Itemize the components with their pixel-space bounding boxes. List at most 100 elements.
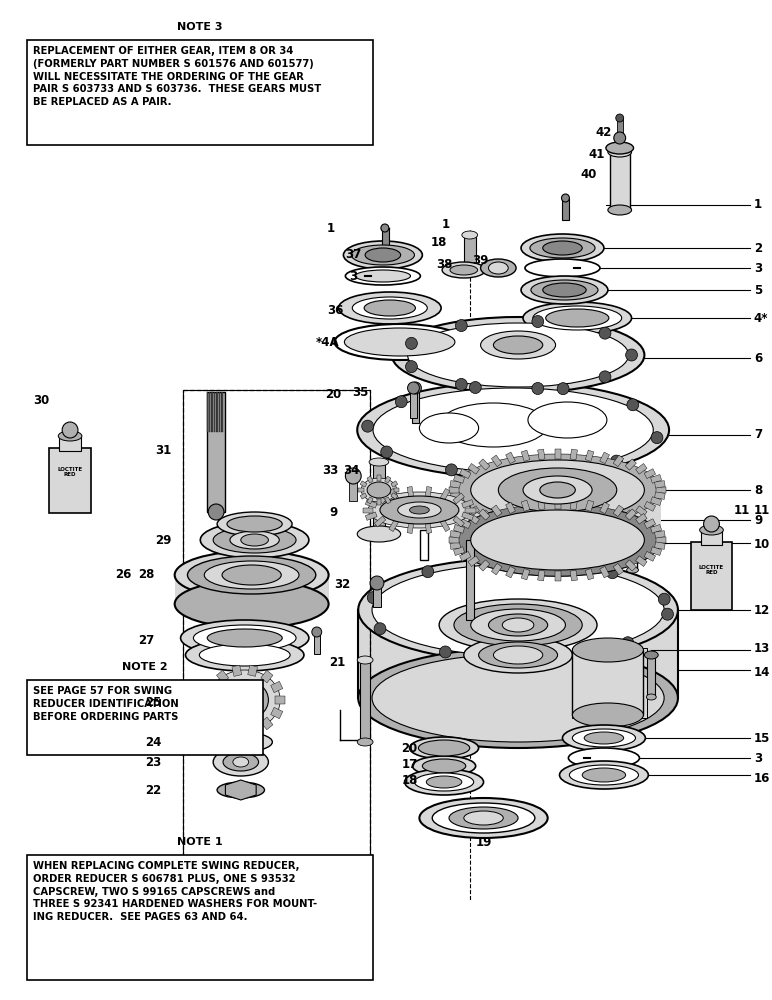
Bar (27, 40, 374, 145)
Bar (232, 724, 242, 735)
Text: 40: 40 (580, 168, 596, 182)
Text: 19: 19 (476, 836, 492, 848)
Text: 1: 1 (442, 219, 450, 232)
Bar (468, 464, 479, 474)
Circle shape (439, 646, 452, 658)
Ellipse shape (174, 551, 329, 599)
Text: 13: 13 (754, 642, 770, 654)
Bar (554, 571, 560, 581)
Ellipse shape (380, 496, 459, 524)
Bar (600, 452, 609, 464)
Bar (554, 449, 560, 459)
Ellipse shape (405, 769, 483, 795)
Text: 41: 41 (589, 148, 605, 161)
Circle shape (599, 371, 611, 383)
Bar (49, 448, 91, 513)
Ellipse shape (372, 654, 664, 742)
Ellipse shape (584, 732, 624, 744)
Ellipse shape (699, 525, 723, 535)
Bar (613, 563, 624, 575)
Ellipse shape (358, 558, 678, 662)
Text: 37: 37 (345, 248, 361, 261)
Ellipse shape (493, 336, 543, 354)
Bar (425, 486, 432, 498)
Bar (216, 717, 229, 730)
Bar (453, 524, 465, 533)
Circle shape (599, 327, 611, 339)
Ellipse shape (209, 670, 280, 730)
Ellipse shape (608, 205, 631, 215)
Circle shape (367, 592, 379, 604)
Text: 34: 34 (343, 464, 360, 477)
Bar (421, 530, 428, 560)
Bar (459, 551, 471, 561)
Bar (214, 392, 215, 432)
Circle shape (405, 337, 418, 349)
Bar (644, 501, 655, 511)
Bar (506, 516, 516, 528)
Ellipse shape (645, 651, 659, 659)
Bar (537, 499, 545, 510)
Bar (625, 509, 636, 520)
Bar (570, 520, 577, 531)
Bar (391, 481, 398, 487)
Text: 11: 11 (734, 504, 750, 516)
Bar (625, 459, 636, 470)
Bar (389, 488, 398, 500)
Circle shape (659, 593, 670, 605)
Text: 35: 35 (352, 386, 368, 399)
Ellipse shape (543, 283, 586, 297)
Circle shape (370, 576, 384, 590)
Bar (537, 449, 545, 460)
Ellipse shape (523, 476, 592, 504)
Ellipse shape (454, 504, 661, 576)
Bar (211, 392, 212, 432)
Ellipse shape (217, 782, 265, 798)
Bar (450, 481, 461, 488)
Bar (248, 724, 258, 735)
Bar (453, 547, 465, 556)
Bar (462, 512, 473, 520)
Circle shape (469, 381, 481, 393)
Bar (207, 707, 218, 719)
Ellipse shape (213, 748, 269, 776)
Text: 26: 26 (115, 568, 131, 582)
Ellipse shape (454, 504, 661, 576)
Text: 9: 9 (330, 506, 337, 518)
Ellipse shape (200, 522, 309, 558)
Ellipse shape (223, 753, 259, 771)
Bar (651, 547, 662, 556)
Bar (459, 519, 471, 529)
Bar (377, 499, 381, 505)
Bar (207, 392, 208, 432)
Text: 29: 29 (154, 534, 171, 546)
Bar (382, 228, 389, 246)
Text: 28: 28 (138, 568, 154, 582)
Circle shape (611, 455, 622, 467)
Circle shape (63, 422, 78, 438)
Ellipse shape (355, 270, 411, 282)
Text: 21: 21 (330, 656, 346, 670)
Text: 10: 10 (754, 538, 770, 552)
Ellipse shape (422, 759, 466, 773)
Text: 20: 20 (401, 742, 418, 754)
Ellipse shape (540, 482, 575, 498)
Bar (600, 502, 609, 514)
Ellipse shape (194, 625, 296, 651)
Text: 8: 8 (754, 484, 762, 496)
Ellipse shape (572, 638, 643, 662)
Bar (248, 665, 258, 676)
Text: NOTE 3: NOTE 3 (178, 22, 223, 32)
Ellipse shape (338, 292, 441, 324)
Ellipse shape (481, 331, 556, 359)
Bar (384, 476, 391, 483)
Text: 27: 27 (138, 634, 154, 647)
Bar (454, 488, 661, 540)
Bar (655, 542, 665, 549)
Bar (411, 388, 419, 423)
Bar (216, 670, 229, 683)
Bar (232, 665, 242, 676)
Ellipse shape (454, 604, 582, 646)
Ellipse shape (351, 245, 415, 265)
Text: 24: 24 (145, 736, 161, 748)
